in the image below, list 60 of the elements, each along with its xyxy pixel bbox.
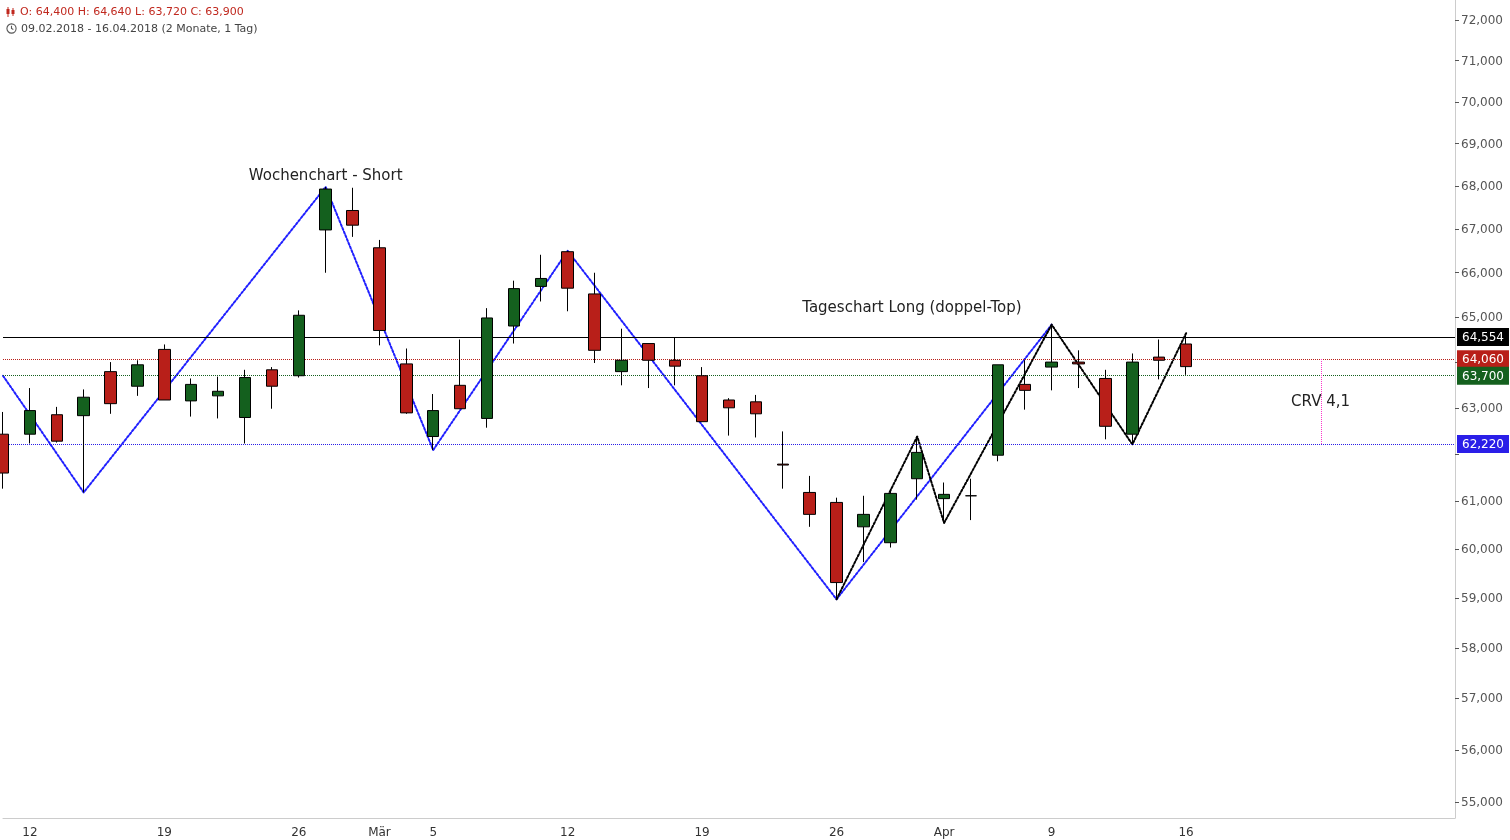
candlestick [561,250,574,312]
ref-line-label: 63,700 [1462,368,1504,383]
candlestick [185,377,197,418]
candlestick [938,482,950,524]
x-tick-label: 16 [1178,825,1194,839]
candlestick [427,393,439,451]
y-tick-label: 72,000 [1461,13,1503,28]
text: 09.02.2018 - 16.04.2018 (2 Monate, 1 Tag) [21,22,258,35]
ref-line-label: 64,060 [1462,352,1504,367]
ref-line-label: 62,220 [1462,436,1504,451]
candlestick [266,366,278,410]
candlestick [911,436,923,501]
x-tick-label: 26 [291,825,307,839]
candlestick [1019,359,1031,411]
x-tick-label: 9 [1047,825,1056,839]
candlestick [535,254,547,302]
y-tick-label: 68,000 [1461,179,1503,194]
text: O: 64,400 H: 64,640 L: 63,720 C: 63,900 [20,5,244,18]
y-tick-label: 55,000 [1461,795,1503,810]
candlestick [104,361,117,415]
y-tick-label: 63,000 [1461,400,1503,415]
y-tick-label: 56,000 [1461,742,1503,757]
candlestick [857,495,870,563]
candlestick [965,478,977,521]
candlestick [723,397,735,437]
x-tick-label: 26 [828,825,845,839]
y-tick-label: 61,000 [1461,494,1503,509]
y-tick-label: 70,000 [1461,94,1503,109]
x-tick-label: 5 [429,825,438,839]
y-tick-label: 57,000 [1461,691,1503,706]
x-tick-label: Apr [933,825,955,839]
candlestick [319,186,332,274]
candlestick [750,394,762,438]
y-tick-label: 67,000 [1461,222,1503,237]
y-tick-label: 58,000 [1461,640,1503,655]
candlestick [24,387,36,445]
candlestick [51,406,63,444]
candlestick [803,475,816,528]
y-tick-label: 66,000 [1461,265,1503,280]
annotation: CRV 4,1 [1291,392,1351,411]
candlestick [77,388,90,493]
line-series [2,185,1053,601]
annotation: Wochenchart - Short [248,165,403,184]
x-tick-label: 12 [560,825,576,839]
y-tick-label: 69,000 [1461,136,1503,151]
y-tick-label: 60,000 [1461,542,1503,557]
y-tick-label: 65,000 [1461,310,1503,325]
candlestick [884,488,897,549]
candlestick [346,187,359,238]
annotation: Tageschart Long (doppel-Top) [801,297,1022,316]
candlestick [696,366,708,423]
x-tick-label: 12 [22,825,38,839]
x-tick-label: 19 [694,825,710,839]
candlestick [777,430,789,490]
candlestick [1099,369,1112,440]
x-tick-label: Mär [368,825,391,839]
x-tick-label: 19 [156,825,172,839]
y-tick-label: 59,000 [1461,591,1503,606]
ref-line-label: 64,554 [1462,330,1504,345]
y-tick-label: 71,000 [1461,53,1503,68]
